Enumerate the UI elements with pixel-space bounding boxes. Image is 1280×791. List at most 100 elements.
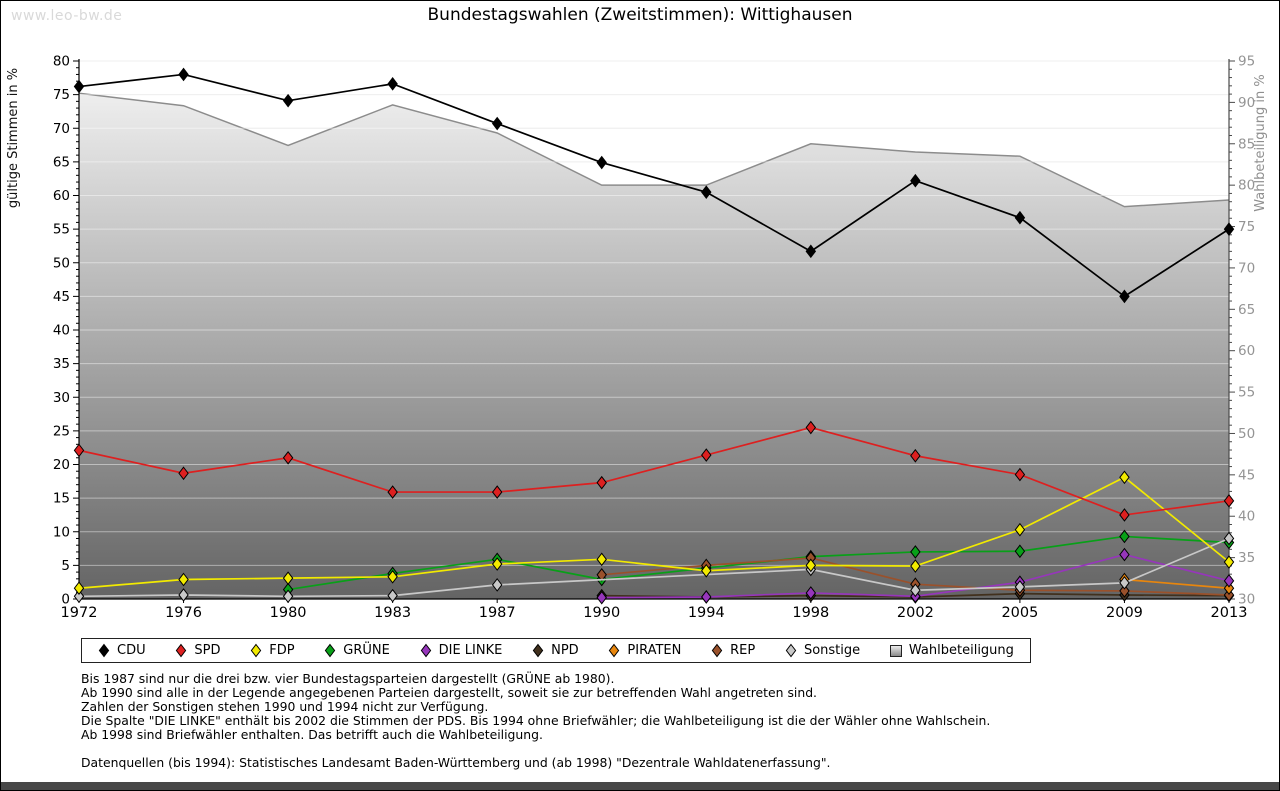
data-point	[596, 552, 607, 567]
data-point	[1119, 508, 1130, 522]
data-point	[910, 559, 921, 573]
data-source-line: Datenquellen (bis 1994): Statistisches L…	[81, 754, 831, 770]
right-axis-label: 40	[1238, 509, 1255, 525]
data-point	[701, 448, 712, 462]
left-axis-label: 5	[61, 558, 70, 574]
data-point	[282, 571, 294, 585]
footnote-line: Zahlen der Sonstigen stehen 1990 und 199…	[81, 698, 489, 714]
year-label: 1987	[479, 605, 516, 621]
chart-footnotes: Bis 1987 sind nur die drei bzw. vier Bun…	[81, 672, 990, 769]
legend-label: PIRATEN	[627, 643, 682, 658]
footnote-line: Die Spalte "DIE LINKE" enthält bis 2002 …	[81, 712, 991, 728]
data-point	[491, 557, 503, 571]
year-label: 1980	[270, 605, 307, 621]
data-point	[1014, 210, 1026, 225]
right-axis-label: 70	[1238, 260, 1255, 276]
data-point	[701, 185, 712, 199]
left-axis-label: 60	[53, 188, 70, 204]
year-label: 1994	[688, 605, 725, 621]
series-line	[1124, 578, 1230, 590]
left-axis-label: 50	[53, 255, 70, 271]
data-point	[805, 420, 817, 435]
legend-item-piraten: PIRATEN	[608, 643, 681, 658]
left-axis-label: 0	[61, 592, 70, 608]
data-point	[282, 450, 294, 465]
data-point	[1223, 531, 1235, 546]
left-axis-label: 55	[53, 222, 70, 238]
data-point	[73, 581, 85, 596]
series-fdp	[73, 470, 1235, 596]
legend-item-cdu: CDU	[98, 643, 146, 658]
legend-label: SPD	[194, 643, 221, 658]
data-point	[178, 67, 189, 82]
page-title: Bundestagswahlen (Zweitstimmen): Wittigh…	[427, 5, 853, 25]
series-spd	[73, 420, 1235, 522]
series-line	[78, 73, 1230, 298]
left-axis-label: 45	[53, 289, 70, 305]
left-axis-label: 15	[53, 491, 70, 507]
data-point	[805, 586, 817, 600]
legend-diamond-marker	[176, 643, 187, 658]
wahlbeteiligung-outline	[78, 92, 1230, 208]
year-label: 1998	[792, 605, 829, 621]
legend-label: FDP	[269, 643, 295, 658]
data-point	[910, 173, 921, 188]
data-point	[491, 116, 503, 131]
legend-label: DIE LINKE	[438, 643, 503, 658]
left-axis-label: 35	[53, 356, 70, 372]
left-axis-label: 80	[53, 54, 70, 70]
year-label: 1976	[165, 605, 202, 621]
legend-item-wahlbeteiligung: Wahlbeteiligung	[889, 643, 1014, 658]
data-point	[910, 545, 921, 559]
series-line	[78, 537, 1230, 598]
left-axis-label: 70	[53, 121, 70, 137]
right-axis-label: 90	[1238, 95, 1255, 111]
legend-label: Wahlbeteiligung	[908, 643, 1014, 658]
right-axis-label: 65	[1238, 302, 1255, 318]
data-point	[1119, 529, 1130, 544]
data-point	[1223, 493, 1235, 508]
data-point	[387, 485, 398, 499]
data-point	[1223, 222, 1235, 236]
data-point	[178, 466, 189, 481]
data-point	[178, 588, 189, 602]
data-point	[282, 93, 294, 108]
data-point	[73, 443, 85, 458]
right-axis-label: 35	[1238, 550, 1255, 566]
legend-diamond-marker	[711, 643, 723, 658]
data-point	[1014, 467, 1026, 482]
legend-label: CDU	[117, 643, 146, 658]
data-point	[805, 558, 817, 573]
footnote-line: Ab 1990 sind alle in der Legende angegeb…	[81, 684, 817, 700]
left-axis-label: 65	[53, 154, 70, 170]
series-line	[78, 476, 1230, 590]
data-point	[1119, 289, 1130, 304]
year-label: 1983	[374, 605, 411, 621]
year-label: 1990	[583, 605, 620, 621]
data-point	[282, 589, 294, 604]
left-axis-label: 75	[53, 87, 70, 103]
data-point	[1014, 580, 1026, 594]
chart-legend: CDU SPD FDP GRÜNE DIE LINKE NPD PIRATEN REP Sons…	[81, 638, 1031, 663]
left-axis-label: 20	[53, 457, 70, 473]
footnote-line: Ab 1998 sind Briefwähler enthalten. Das …	[81, 726, 543, 742]
right-axis-label: 95	[1238, 54, 1255, 70]
legend-item-gruene: GRÜNE	[324, 643, 390, 658]
data-point	[596, 155, 607, 170]
data-point	[1119, 470, 1130, 485]
right-axis-label: 50	[1238, 426, 1255, 442]
left-axis-label: 40	[53, 323, 70, 339]
right-axis-label: 45	[1238, 467, 1255, 483]
legend-item-spd: SPD	[175, 643, 220, 658]
data-point	[910, 583, 921, 598]
data-point	[73, 589, 85, 604]
data-point	[701, 590, 712, 604]
legend-item-npd: NPD	[532, 643, 579, 658]
right-axis-label: 85	[1238, 136, 1255, 152]
wahlbeteiligung-area	[79, 93, 1229, 599]
data-point	[596, 475, 607, 490]
right-axis-label: 75	[1238, 219, 1255, 235]
watermark-url: www.leo-bw.de	[11, 8, 123, 24]
data-point	[1223, 574, 1235, 588]
